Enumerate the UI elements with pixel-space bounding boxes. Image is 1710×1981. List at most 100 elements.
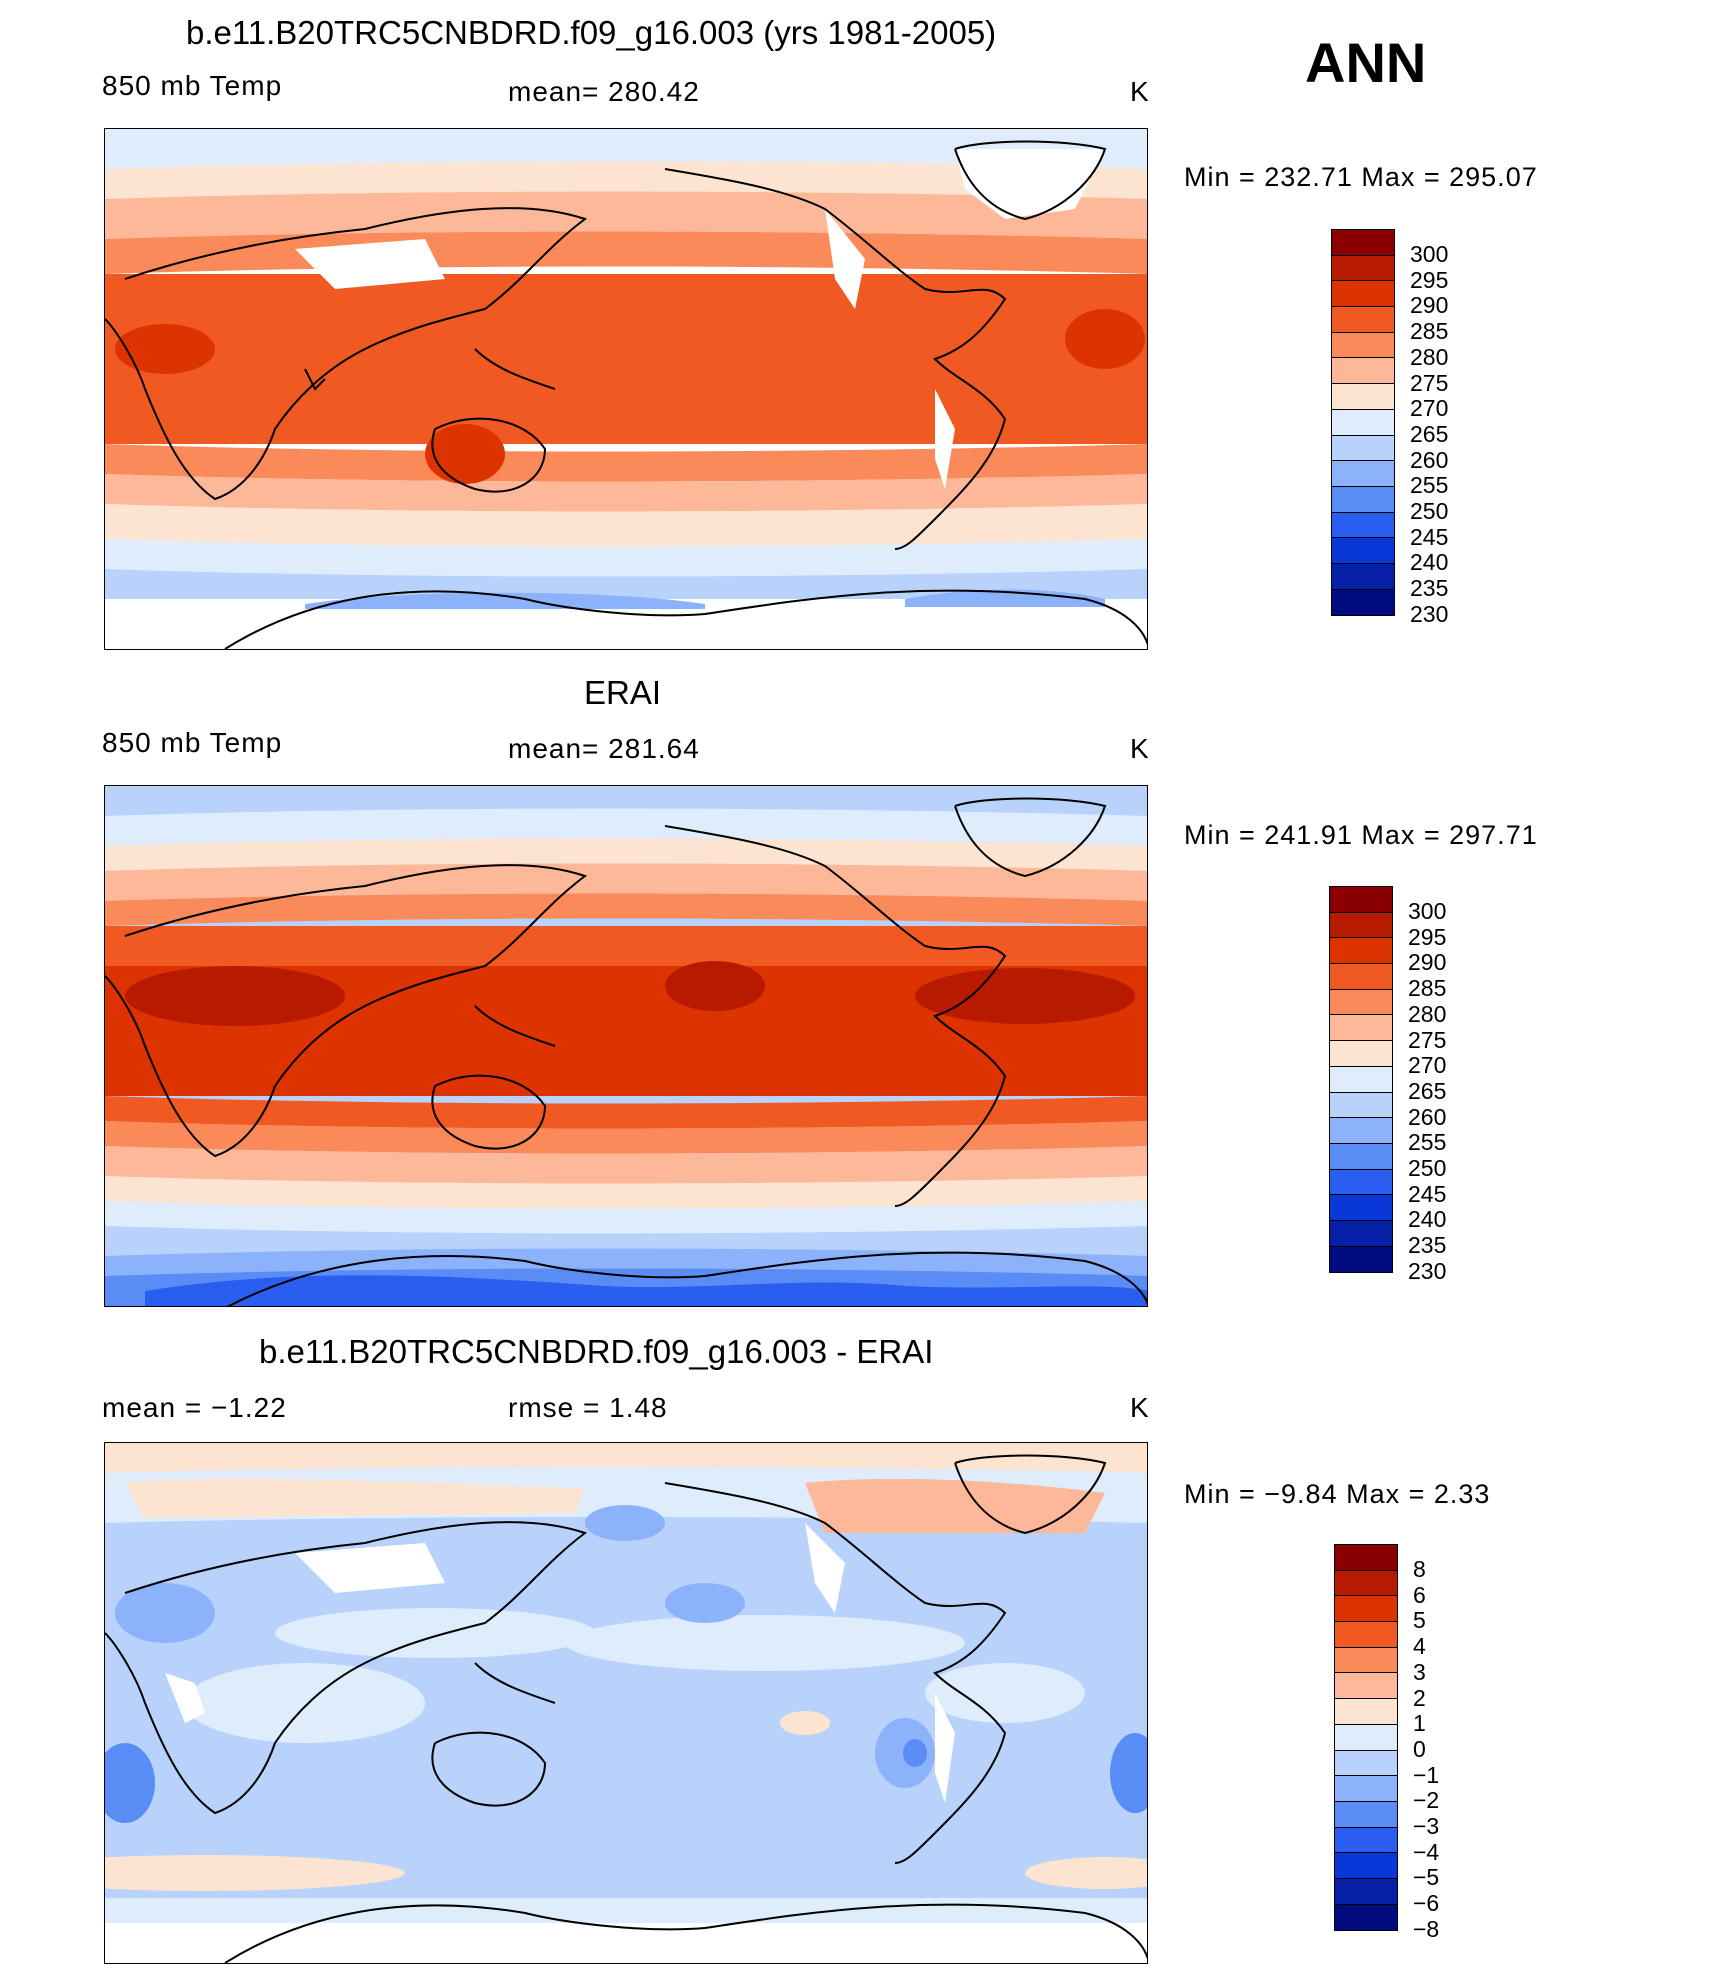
colorbar-tick-label: 295	[1410, 266, 1449, 293]
colorbar-swatch	[1332, 281, 1394, 308]
panel1-variable-label: 850 mb Temp	[102, 70, 283, 101]
panel2-colorbar-labels: 300 295 290 285 280 275 270 265 260 255 250 245 240 2…	[1408, 898, 1447, 1285]
colorbar-tick-label: 300	[1408, 898, 1447, 924]
panel1-units: K	[1130, 76, 1150, 107]
colorbar-tick-label: 290	[1410, 292, 1449, 319]
colorbar-swatch	[1332, 409, 1394, 436]
colorbar-tick-label: 290	[1408, 949, 1447, 976]
colorbar-swatch	[1335, 1801, 1397, 1828]
colorbar-swatch	[1332, 512, 1394, 539]
colorbar-swatch	[1332, 486, 1394, 513]
panel3-minmax: Min = −9.84 Max = 2.33	[1184, 1479, 1491, 1509]
panel2-colorbar	[1329, 886, 1393, 1274]
panel2-units: K	[1130, 733, 1150, 764]
colorbar-tick-label: 275	[1410, 369, 1449, 396]
colorbar-tick-label: −2	[1413, 1787, 1440, 1814]
colorbar-swatch	[1332, 358, 1394, 385]
colorbar-tick-label: −3	[1413, 1813, 1440, 1840]
panel1-colorbar-labels: 300 295 290 285 280 275 270 265 260 255 250 245 240 2…	[1410, 241, 1449, 628]
panel2-variable-label: 850 mb Temp	[102, 727, 283, 758]
colorbar-swatch	[1330, 1015, 1392, 1042]
colorbar-swatch	[1332, 332, 1394, 359]
colorbar-tick-label: 245	[1410, 523, 1449, 550]
colorbar-tick-label: 295	[1408, 923, 1447, 950]
colorbar-swatch	[1332, 307, 1394, 333]
colorbar-tick-label: 265	[1408, 1077, 1447, 1104]
colorbar-tick-label: 240	[1408, 1206, 1447, 1233]
colorbar-swatch	[1335, 1622, 1397, 1648]
colorbar-swatch	[1335, 1904, 1397, 1931]
colorbar-swatch	[1335, 1596, 1397, 1623]
panel2-map	[104, 785, 1148, 1307]
colorbar-tick-label: 265	[1410, 420, 1449, 447]
panel3-mean-label: mean = −1.22	[102, 1392, 287, 1423]
colorbar-tick-label: −5	[1413, 1864, 1440, 1891]
colorbar-tick-label: 285	[1408, 975, 1447, 1002]
colorbar-swatch	[1330, 1169, 1392, 1196]
colorbar-tick-label: 260	[1410, 446, 1449, 473]
colorbar-swatch	[1332, 384, 1394, 410]
colorbar-tick-label: 300	[1410, 241, 1449, 267]
panel2-minmax: Min = 241.91 Max = 297.71	[1184, 820, 1538, 850]
colorbar-swatch	[1330, 1143, 1392, 1170]
colorbar-tick-label: 270	[1408, 1052, 1447, 1079]
colorbar-tick-label: 245	[1408, 1180, 1447, 1207]
panel1-mean-label: mean= 280.42	[508, 76, 700, 107]
panel3-colorbar	[1334, 1544, 1398, 1932]
colorbar-tick-label: 230	[1410, 600, 1449, 627]
colorbar-swatch	[1330, 1195, 1392, 1221]
panel3-colorbar-labels: 8 6 5 4 3 2 1 0 −1 −2 −3 −4 −5 −6 −8	[1413, 1556, 1440, 1943]
colorbar-tick-label: 255	[1410, 472, 1449, 499]
colorbar-swatch	[1335, 1699, 1397, 1725]
colorbar-tick-label: 250	[1410, 498, 1449, 525]
panel1-title: b.e11.B20TRC5CNBDRD.f09_g16.003 (yrs 198…	[186, 14, 997, 51]
colorbar-tick-label: 240	[1410, 549, 1449, 576]
colorbar-swatch	[1330, 964, 1392, 990]
colorbar-tick-label: 275	[1408, 1026, 1447, 1053]
colorbar-swatch	[1330, 989, 1392, 1016]
colorbar-tick-label: 235	[1408, 1232, 1447, 1259]
colorbar-swatch	[1332, 461, 1394, 487]
colorbar-swatch	[1330, 1066, 1392, 1093]
colorbar-tick-label: 280	[1410, 343, 1449, 370]
colorbar-tick-label: 285	[1410, 318, 1449, 345]
panel2-title: ERAI	[584, 674, 662, 711]
colorbar-swatch	[1332, 563, 1394, 590]
colorbar-tick-label: 250	[1408, 1155, 1447, 1182]
panel3-rmse-label: rmse = 1.48	[508, 1392, 668, 1423]
colorbar-swatch	[1335, 1776, 1397, 1802]
colorbar-swatch	[1330, 1092, 1392, 1119]
colorbar-swatch	[1332, 538, 1394, 564]
colorbar-swatch	[1332, 255, 1394, 282]
colorbar-swatch	[1335, 1853, 1397, 1879]
colorbar-swatch	[1335, 1545, 1397, 1571]
colorbar-swatch	[1335, 1647, 1397, 1674]
colorbar-swatch	[1332, 230, 1394, 256]
colorbar-tick-label: 2	[1413, 1684, 1426, 1711]
panel1-map	[104, 128, 1148, 650]
colorbar-swatch	[1330, 887, 1392, 913]
colorbar-tick-label: 235	[1410, 575, 1449, 602]
colorbar-tick-label: 1	[1413, 1710, 1426, 1737]
colorbar-tick-label: 280	[1408, 1000, 1447, 1027]
colorbar-tick-label: 230	[1408, 1257, 1447, 1284]
colorbar-swatch	[1332, 589, 1394, 616]
colorbar-tick-label: 4	[1413, 1633, 1426, 1660]
colorbar-swatch	[1330, 1041, 1392, 1067]
colorbar-swatch	[1330, 938, 1392, 965]
colorbar-tick-label: 255	[1408, 1129, 1447, 1156]
panel3-map	[104, 1442, 1148, 1964]
colorbar-swatch	[1335, 1878, 1397, 1905]
colorbar-tick-label: −1	[1413, 1761, 1440, 1788]
colorbar-tick-label: 8	[1413, 1556, 1426, 1582]
colorbar-tick-label: 270	[1410, 395, 1449, 422]
colorbar-swatch	[1330, 1118, 1392, 1144]
panel1-colorbar	[1331, 229, 1395, 617]
colorbar-swatch	[1335, 1673, 1397, 1700]
colorbar-swatch	[1330, 912, 1392, 939]
colorbar-tick-label: 3	[1413, 1658, 1426, 1685]
season-label: ANN	[1305, 31, 1427, 94]
colorbar-swatch	[1335, 1570, 1397, 1597]
colorbar-swatch	[1335, 1827, 1397, 1854]
panel3-title: b.e11.B20TRC5CNBDRD.f09_g16.003 - ERAI	[259, 1333, 934, 1370]
